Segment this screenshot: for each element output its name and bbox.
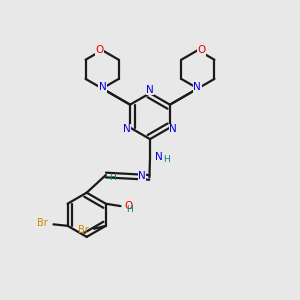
Text: N: N: [194, 82, 201, 92]
Text: N: N: [169, 124, 177, 134]
Text: N: N: [155, 152, 163, 162]
Text: H: H: [163, 155, 170, 164]
Text: Br: Br: [78, 225, 89, 235]
Text: H: H: [109, 173, 116, 182]
Text: N: N: [146, 85, 154, 94]
Text: N: N: [99, 82, 106, 92]
Text: Br: Br: [38, 218, 48, 229]
Text: H: H: [127, 205, 133, 214]
Text: N: N: [123, 124, 131, 134]
Text: O: O: [197, 45, 206, 55]
Text: O: O: [95, 45, 103, 55]
Text: O: O: [124, 200, 132, 211]
Text: N: N: [138, 171, 146, 181]
